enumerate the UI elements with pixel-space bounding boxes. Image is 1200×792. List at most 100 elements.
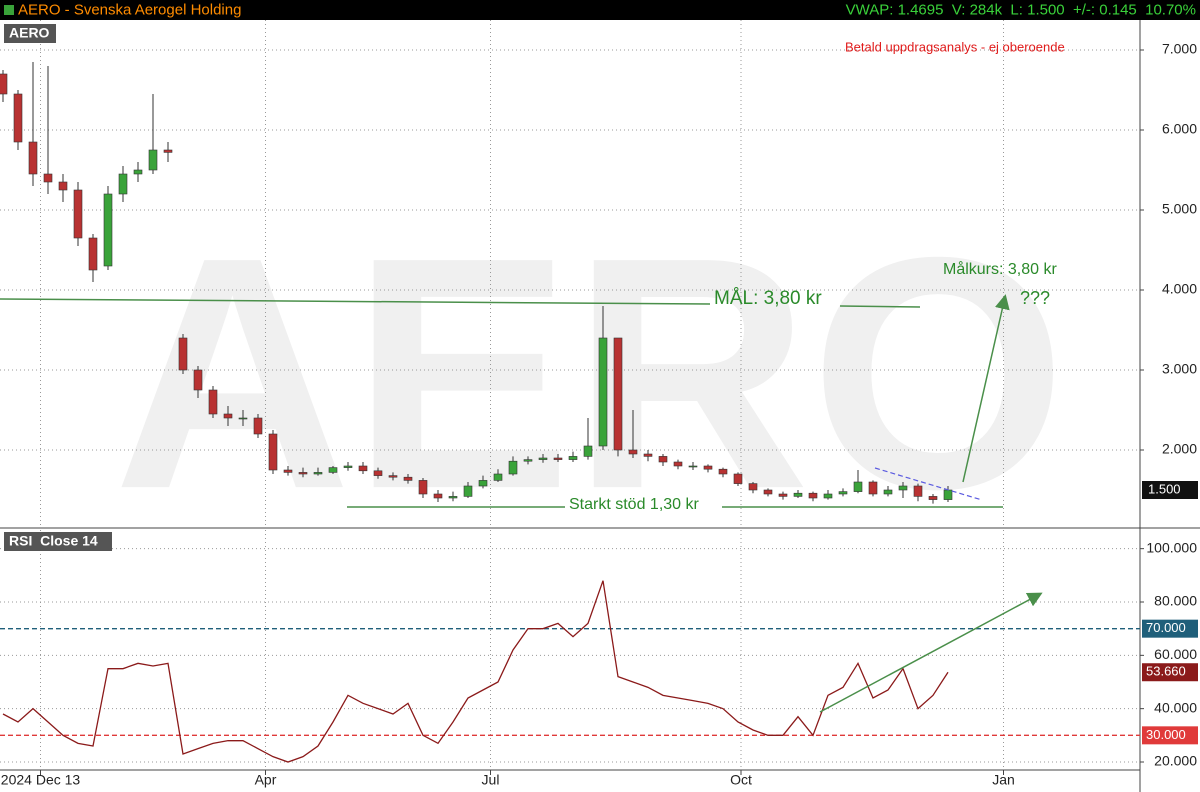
candle-body	[268, 433, 278, 471]
target-note: Målkurs: 3,80 kr	[943, 260, 1057, 278]
candle-body	[748, 483, 758, 491]
candle-body	[403, 476, 413, 481]
panel-label-box	[4, 532, 112, 551]
y-tick-label: 4.000	[1162, 281, 1197, 297]
watermark: AERO	[113, 188, 1066, 557]
candle-body	[943, 489, 953, 500]
x-tick-label: Jul	[482, 772, 500, 788]
candle-body	[448, 496, 458, 499]
panel-label: AERO	[9, 25, 50, 41]
candle-body	[583, 445, 593, 457]
price-panel: 2.000 3.000 4.000 5.000 6.000 7.000 1.500	[0, 20, 1198, 527]
candle-body	[718, 468, 728, 475]
y-tick-label: 3.000	[1162, 361, 1197, 377]
candle-body	[28, 141, 38, 175]
support-label: Starkt stöd 1,30 kr	[569, 496, 700, 513]
rsi-arrow	[819, 592, 1043, 713]
header-quote: VWAP: 1.4695 V: 284k L: 1.500 +/-: 0.145…	[846, 1, 1196, 18]
candle-body	[808, 492, 818, 499]
candle-body	[73, 189, 83, 239]
candle-body	[778, 493, 788, 497]
x-tick-label: 2024 Dec 13	[1, 772, 81, 788]
candle-body	[553, 457, 563, 460]
candle-body	[88, 237, 98, 271]
y-tick-label: 80.000	[1154, 593, 1197, 609]
candle-body	[208, 389, 218, 415]
candle-body	[433, 493, 443, 499]
question-label: ???	[1020, 288, 1050, 308]
candle-body	[463, 485, 473, 497]
candle-body	[673, 461, 683, 467]
candle-body	[43, 173, 53, 183]
candle-body	[868, 481, 878, 495]
candle-body	[598, 337, 608, 447]
y-tick-label: 2.000	[1162, 441, 1197, 457]
reference-label-box	[1142, 619, 1198, 638]
last-value-label: 1.500	[1148, 481, 1181, 496]
candle-body	[643, 453, 653, 457]
header-icon	[4, 5, 14, 15]
candle-body	[343, 465, 353, 468]
header-title: AERO - Svenska Aerogel Holding	[18, 1, 241, 18]
header-bar	[0, 0, 1200, 20]
candle-body	[913, 485, 923, 497]
candle-body	[538, 457, 548, 460]
candle-body	[328, 467, 338, 473]
candle-body	[823, 493, 833, 499]
candle-body	[358, 465, 368, 472]
target-line	[839, 305, 921, 308]
y-tick-label: 60.000	[1154, 646, 1197, 662]
candle-body	[658, 456, 668, 463]
candle-body	[223, 413, 233, 419]
candle-body	[13, 93, 23, 143]
panel-label-box	[4, 24, 56, 43]
candle-body	[283, 469, 293, 473]
candle-body	[493, 473, 503, 481]
candle-body	[508, 460, 518, 475]
trend-line	[874, 467, 983, 501]
candle-body	[253, 417, 263, 435]
reference-label-box	[1142, 726, 1198, 745]
y-tick-label: 6.000	[1162, 121, 1197, 137]
y-tick-label: 5.000	[1162, 201, 1197, 217]
disclaimer: Betald uppdragsanalys - ej oberoende	[845, 39, 1065, 54]
target-label: MÅL: 3,80 kr	[714, 288, 822, 309]
rsi-panel: 20.000 40.000 60.000 80.000 100.000 2024 Dec …	[0, 530, 1198, 788]
last-value-box	[1142, 481, 1198, 499]
panel-labels: AERO RSI Close 14	[4, 24, 112, 551]
candle-body	[388, 475, 398, 478]
candle-body	[373, 470, 383, 476]
candle-body	[313, 472, 323, 475]
candle-body	[883, 489, 893, 495]
candle-body	[523, 459, 533, 462]
last-value-label: 53.660	[1146, 664, 1186, 679]
candle-body	[793, 492, 803, 497]
candle-body	[688, 465, 698, 468]
y-tick-label: 100.000	[1146, 539, 1197, 555]
candle-body	[928, 496, 938, 500]
panel-label: RSI Close 14	[9, 533, 98, 549]
y-tick-label: 7.000	[1162, 41, 1197, 57]
candle-body	[628, 449, 638, 455]
y-tick-label: 40.000	[1154, 699, 1197, 715]
candle-body	[103, 193, 113, 267]
candle-body	[178, 337, 188, 371]
x-tick-label: Oct	[730, 772, 752, 788]
candle-body	[0, 73, 8, 95]
candle-body	[478, 480, 488, 487]
candle-body	[148, 149, 158, 171]
reference-label: 70.000	[1146, 620, 1186, 635]
candle-body	[58, 181, 68, 191]
candle-body	[853, 481, 863, 492]
target-arrow	[962, 294, 1010, 483]
candle-body	[733, 473, 743, 484]
x-tick-label: Apr	[255, 772, 277, 788]
candle-body	[703, 465, 713, 470]
x-tick-label: Jan	[992, 772, 1015, 788]
candle-body	[838, 491, 848, 495]
candle-body	[193, 369, 203, 391]
candle-body	[898, 485, 908, 491]
candle-body	[133, 169, 143, 175]
rsi-line	[2, 580, 949, 763]
